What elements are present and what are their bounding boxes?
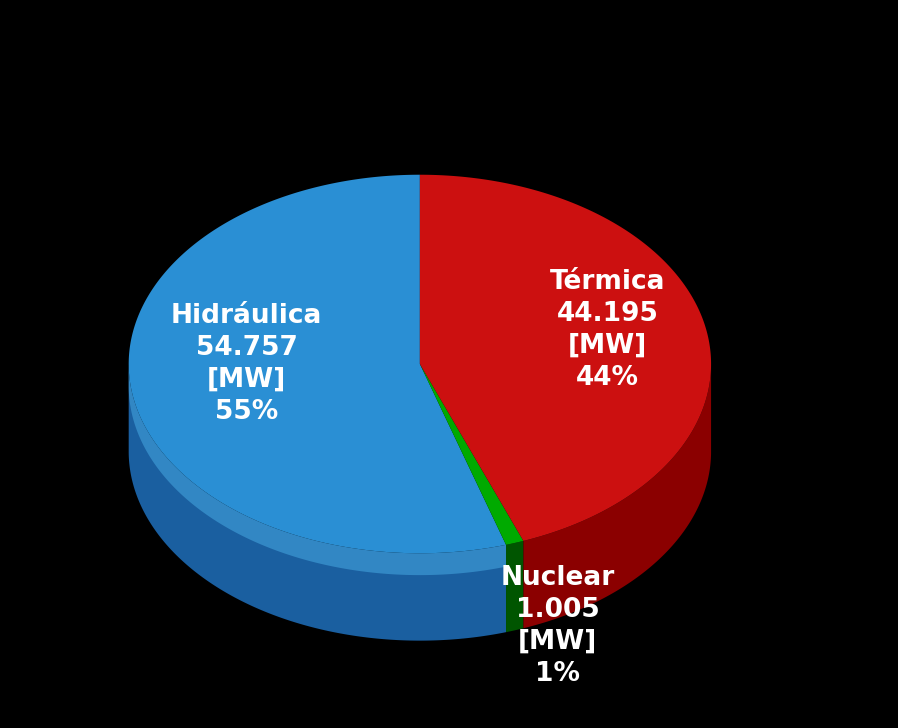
Polygon shape [128,365,506,641]
Polygon shape [420,364,524,545]
Text: Nuclear
1.005
[MW]
1%: Nuclear 1.005 [MW] 1% [500,565,614,687]
Polygon shape [420,175,711,541]
Polygon shape [128,365,506,575]
Polygon shape [524,365,711,628]
Polygon shape [506,541,524,632]
Text: Térmica
44.195
[MW]
44%: Térmica 44.195 [MW] 44% [550,269,665,391]
Polygon shape [128,175,506,553]
Text: Hidráulica
54.757
[MW]
55%: Hidráulica 54.757 [MW] 55% [172,303,322,424]
